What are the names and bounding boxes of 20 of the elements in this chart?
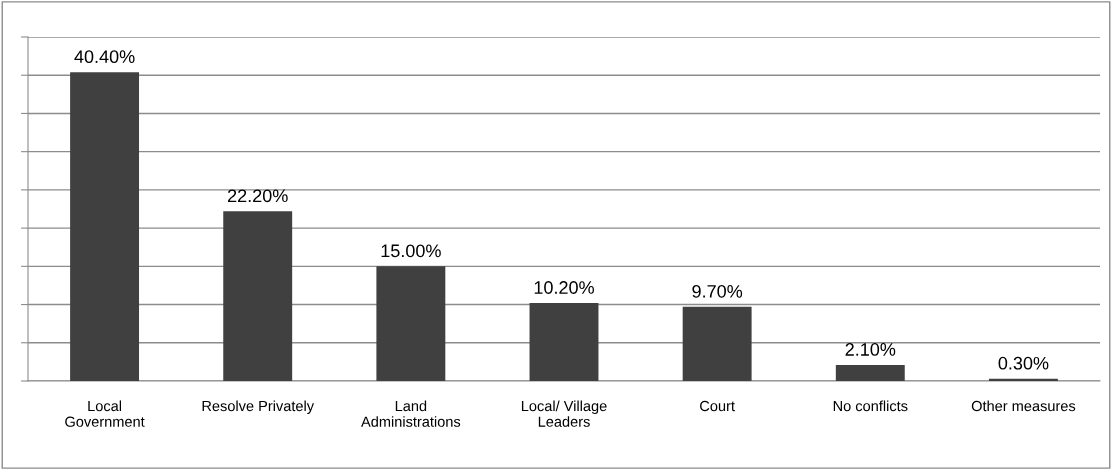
data-label: 0.30%	[998, 356, 1049, 370]
bar	[70, 72, 140, 381]
x-tick-label: Local Government	[65, 400, 145, 427]
bar	[682, 306, 752, 381]
bar	[529, 303, 599, 381]
data-label: 10.20%	[534, 281, 594, 294]
x-tick-label: No conflicts	[833, 400, 908, 412]
bar	[376, 266, 446, 381]
data-label: 22.20%	[228, 189, 288, 203]
data-label: 15.00%	[381, 244, 441, 258]
data-label: 40.40%	[74, 50, 135, 64]
x-tick-label: Other measures	[971, 400, 1076, 412]
x-tick-label: Court	[700, 400, 735, 412]
x-tick-label: Land Administrations	[361, 400, 461, 427]
bar	[223, 211, 293, 381]
bar	[835, 364, 905, 381]
data-label: 9.70%	[692, 284, 743, 298]
x-tick-label: Resolve Privately	[202, 400, 315, 415]
x-tick-label: Local/ Village Leaders	[521, 400, 607, 427]
data-label: 2.10%	[845, 343, 896, 356]
